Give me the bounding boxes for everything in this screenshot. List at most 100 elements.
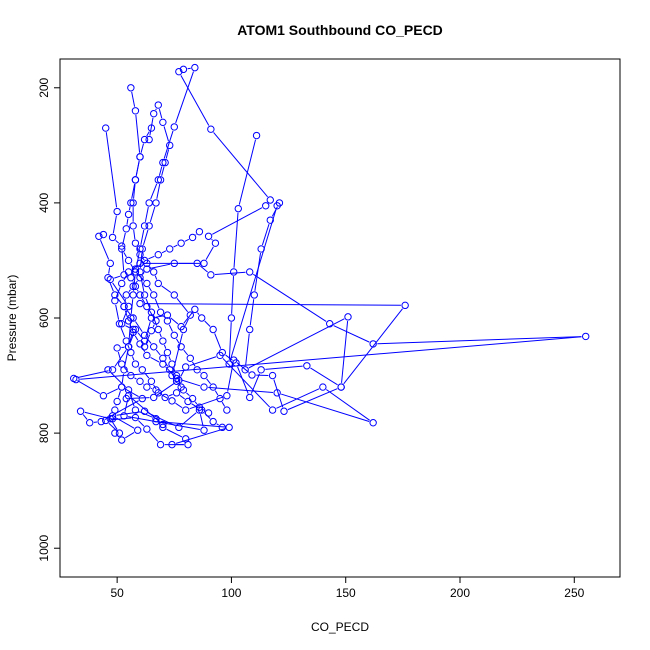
series-6-segment (165, 149, 170, 159)
series-5-segment (202, 409, 206, 412)
series-1-segment (310, 367, 338, 386)
series-2-segment (205, 246, 214, 260)
series-4-segment (221, 401, 226, 407)
data-point (182, 435, 190, 443)
data-point (106, 415, 114, 423)
y-tick-label: 1000 (37, 535, 51, 562)
series-7-segment (271, 206, 278, 217)
data-point (131, 107, 140, 115)
series-10-segment (139, 411, 153, 418)
data-point (227, 314, 236, 322)
data-point (147, 377, 156, 386)
series-1-segment (161, 394, 169, 400)
series-7-segment (261, 224, 270, 246)
series-4-segment (168, 324, 173, 332)
data-point (188, 394, 197, 403)
series-8-segment (173, 244, 178, 248)
data-point (195, 227, 204, 236)
data-point (95, 232, 103, 240)
data-point (172, 371, 181, 380)
series-4-segment (176, 338, 180, 344)
data-point (122, 225, 130, 233)
data-point (129, 291, 137, 299)
data-point (172, 389, 181, 397)
series-4-segment (123, 252, 127, 258)
series-6-segment (140, 275, 145, 291)
data-point (177, 383, 185, 391)
series-9-segment (133, 183, 136, 199)
data-point (170, 259, 178, 268)
data-point (136, 245, 144, 253)
data-point (200, 426, 208, 434)
series-7-segment (254, 253, 262, 291)
series-9-segment (154, 275, 158, 280)
data-point (266, 216, 274, 224)
data-point (216, 351, 224, 360)
series-6-segment (156, 183, 161, 199)
series-1-segment (131, 356, 135, 361)
series-2-segment (117, 390, 121, 398)
data-point (154, 325, 162, 334)
series-4-segment (126, 218, 129, 225)
data-point (177, 343, 185, 351)
series-4-segment (148, 286, 152, 292)
series-4-segment (131, 91, 136, 107)
chart-title: ATOM1 Southbound CO_PECD (237, 22, 443, 38)
data-point (195, 406, 204, 414)
series-6-segment (161, 166, 165, 176)
data-point (111, 429, 119, 437)
series-2-segment (180, 75, 210, 126)
data-point (147, 326, 156, 335)
series-4-segment (135, 114, 141, 153)
series-3-segment (179, 394, 185, 400)
data-point (131, 360, 140, 368)
series-4-segment (131, 183, 136, 199)
data-point (223, 392, 231, 400)
data-point (150, 268, 158, 276)
series-8-segment (132, 272, 134, 275)
series-8-segment (145, 334, 151, 344)
data-point (156, 176, 165, 184)
series-1-segment (175, 428, 226, 444)
series-1-segment (197, 312, 200, 316)
data-point (143, 383, 151, 391)
series-1-segment (215, 271, 246, 276)
series-7-segment (343, 308, 403, 385)
data-point (209, 417, 217, 426)
series-6-segment (143, 229, 149, 246)
series-8-segment (148, 309, 155, 318)
series-1-segment (170, 317, 179, 325)
series-6-segment (149, 117, 154, 136)
data-point (131, 282, 140, 291)
data-point (120, 302, 128, 311)
series-5-segment (126, 309, 131, 316)
series-2-segment (163, 130, 174, 159)
data-point (140, 331, 149, 339)
series-7-segment (231, 276, 235, 314)
data-point (136, 340, 144, 348)
data-point (152, 417, 160, 426)
data-point (150, 109, 158, 118)
series-5-segment (178, 384, 182, 387)
series-1-segment (214, 333, 222, 349)
series-1-segment (160, 421, 225, 428)
data-point (106, 259, 114, 268)
series-1-segment (227, 364, 234, 392)
series-3-segment (122, 310, 128, 321)
series-3-segment (112, 215, 117, 234)
data-point (147, 308, 156, 316)
data-point (209, 383, 217, 391)
data-point (184, 397, 192, 406)
series-9-segment (136, 246, 139, 251)
series-1-segment (80, 336, 582, 380)
series-1-segment (125, 388, 139, 397)
data-point (200, 383, 208, 391)
data-point (188, 233, 197, 242)
data-point (140, 135, 149, 144)
series-7-segment (238, 139, 257, 205)
data-point (152, 415, 160, 423)
series-2-segment (211, 238, 213, 241)
data-point (120, 412, 128, 420)
data-point (159, 420, 167, 429)
